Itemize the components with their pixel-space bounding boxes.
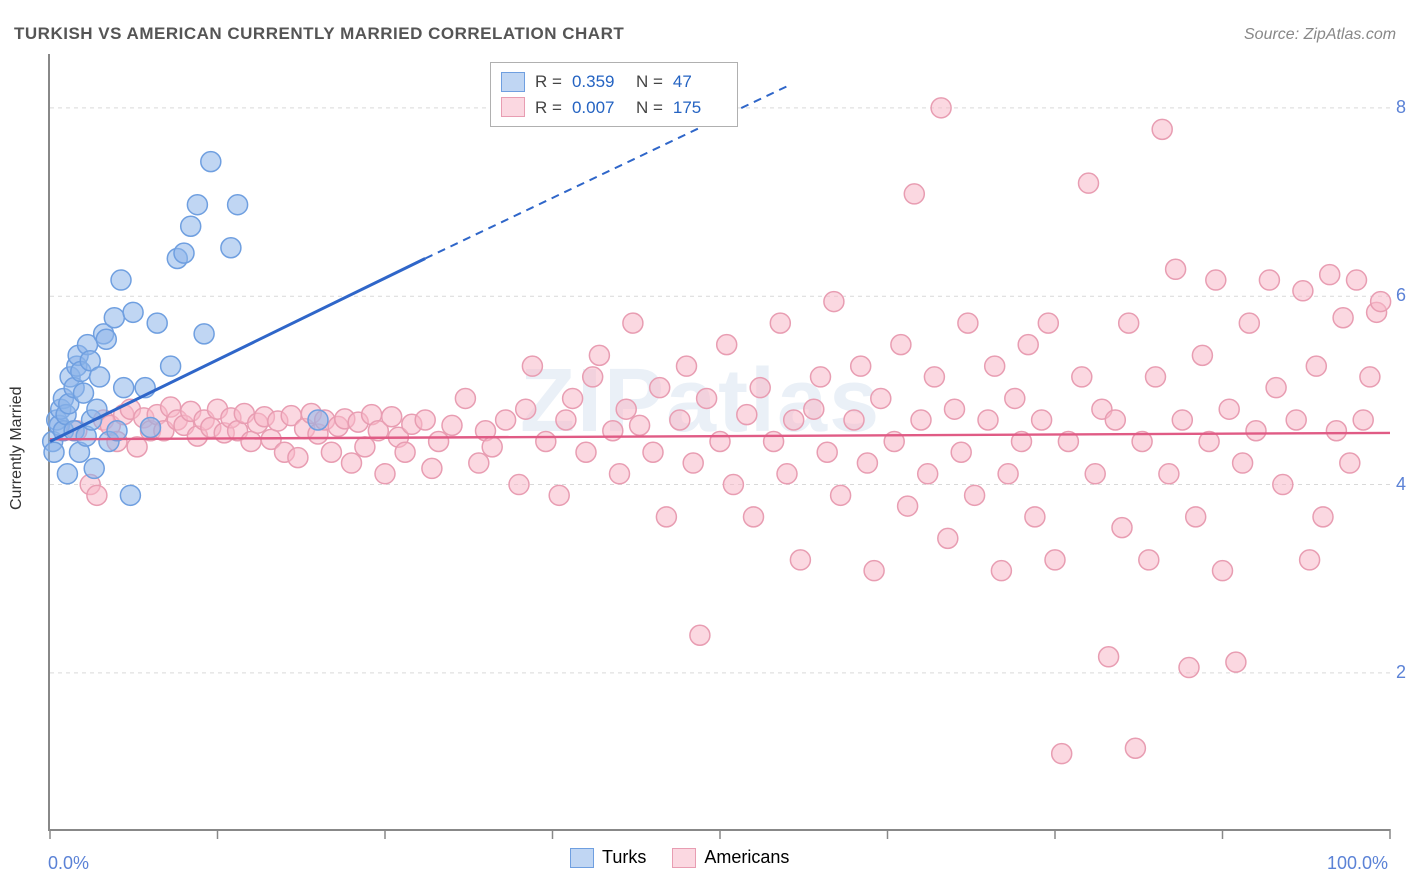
stats-row-americans: R = 0.007 N = 175 [501,95,727,121]
y-tick-label: 80.0% [1396,97,1406,118]
y-tick-label: 62.5% [1396,285,1406,306]
stat-n-label-americans: N = [636,95,663,121]
legend-label-americans: Americans [704,847,789,868]
legend-item-americans: Americans [672,847,789,868]
stat-n-label-turks: N = [636,69,663,95]
source-attribution: Source: ZipAtlas.com [1244,26,1396,44]
swatch-americans [501,97,525,117]
legend-item-turks: Turks [570,847,646,868]
scatter-plot: R = 0.359 N = 47 R = 0.007 N = 175 [48,54,1390,831]
y-tick-label: 27.5% [1396,662,1406,683]
stat-n-value-americans: 175 [673,95,727,121]
y-axis-label: Currently Married [8,386,26,510]
stat-r-label-turks: R = [535,69,562,95]
x-tick-label-right: 100.0% [1327,853,1388,874]
stat-r-label-americans: R = [535,95,562,121]
stat-n-value-turks: 47 [673,69,727,95]
stat-r-value-turks: 0.359 [572,69,626,95]
stat-r-value-americans: 0.007 [572,95,626,121]
x-tick-label-left: 0.0% [48,853,89,874]
swatch-turks-icon [570,848,594,868]
correlation-stats-legend: R = 0.359 N = 47 R = 0.007 N = 175 [490,62,738,127]
y-tick-label: 45.0% [1396,474,1406,495]
swatch-turks [501,72,525,92]
series-legend: Turks Americans [570,847,789,868]
plot-canvas [50,54,1390,829]
stats-row-turks: R = 0.359 N = 47 [501,69,727,95]
legend-label-turks: Turks [602,847,646,868]
swatch-americans-icon [672,848,696,868]
chart-title: TURKISH VS AMERICAN CURRENTLY MARRIED CO… [14,24,624,44]
